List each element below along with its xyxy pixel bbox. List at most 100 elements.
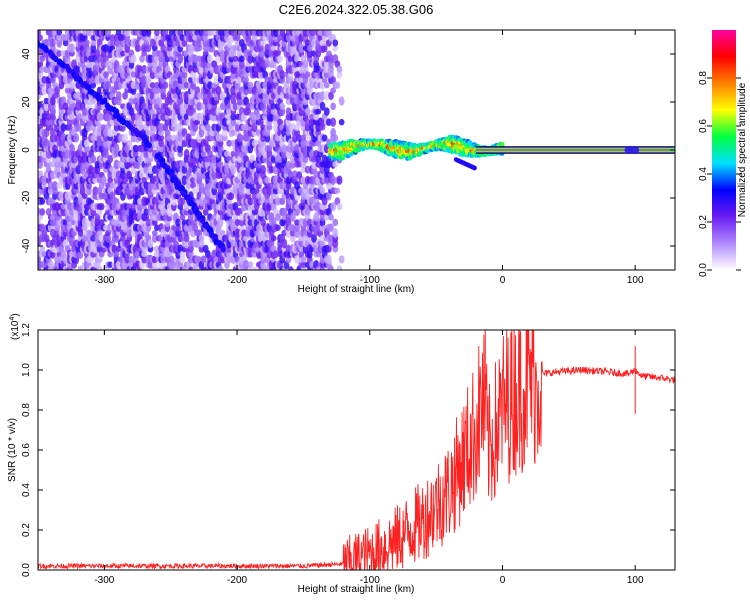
colorbar-tick-label: 0.8 [698, 71, 709, 85]
heatmap-cell [73, 133, 80, 143]
heatmap-cell [126, 139, 133, 147]
heatmap-cell [60, 203, 67, 210]
echo-cell [499, 141, 505, 147]
heatmap-cell [113, 251, 120, 258]
heatmap-cell [71, 150, 77, 157]
carrier-blip [631, 146, 640, 154]
heatmap-cell [49, 38, 56, 48]
heatmap-cell [145, 129, 152, 136]
heatmap-cell [64, 149, 71, 159]
heatmap-cell [96, 134, 103, 142]
heatmap-cell [39, 66, 46, 73]
heatmap-cell [109, 34, 116, 42]
colorbar-tick-label: 0.4 [698, 167, 709, 181]
heatmap-cell [107, 128, 114, 138]
heatmap-cell [52, 192, 58, 200]
heatmap-cell [145, 30, 152, 37]
heatmap-cell [162, 81, 169, 89]
heatmap-cell [107, 261, 114, 268]
heatmap-cell [328, 213, 334, 221]
heatmap-cell [56, 30, 63, 36]
y-tick-label: 0.2 [21, 523, 32, 537]
heatmap-cell [120, 50, 126, 57]
y-tick-label: 40 [21, 48, 32, 60]
heatmap-cell [330, 117, 337, 127]
carrier-band [475, 149, 675, 151]
heatmap-cell [105, 30, 111, 38]
heatmap-cell [96, 224, 103, 232]
heatmap-cell [90, 134, 97, 142]
heatmap-cell [69, 80, 75, 90]
heatmap-cell [279, 102, 286, 110]
colorbar-tick-label: 0.2 [698, 215, 709, 229]
heatmap-cell [41, 85, 48, 95]
heatmap-cell [54, 86, 60, 95]
heatmap-cell [47, 260, 54, 269]
heatmap-cell [120, 34, 126, 42]
heatmap-cell [107, 154, 114, 164]
heatmap-cell [69, 214, 75, 221]
heatmap-cell [60, 123, 67, 132]
heatmap-y-axis-label: Frequency (Hz) [7, 116, 18, 185]
heatmap-cell [124, 255, 131, 264]
y-tick-label: 0.8 [21, 403, 32, 417]
colorbar-tick-label: 0.6 [698, 119, 709, 133]
heatmap-x-axis-label: Height of straight line (km) [298, 284, 415, 295]
heatmap-cell [145, 218, 152, 227]
heatmap-cell [302, 60, 309, 69]
chart-title: C2E6.2024.322.05.38.G06 [279, 2, 434, 17]
heatmap-cell [128, 255, 135, 264]
heatmap-cell [49, 161, 56, 168]
x-tick-label: 0 [500, 575, 506, 586]
y-tick-label: -40 [21, 238, 32, 253]
heatmap-cell [56, 38, 63, 48]
snr-x-axis-label: Height of straight line (km) [298, 584, 415, 595]
heatmap-cell [326, 254, 332, 265]
heatmap-cell [134, 39, 141, 47]
heatmap-cell [100, 175, 107, 186]
heatmap-cell [338, 96, 345, 106]
heatmap-cell [109, 39, 116, 47]
heatmap-cell [332, 39, 339, 47]
heatmap-cell [130, 112, 137, 121]
heatmap-cell [49, 198, 56, 205]
heatmap-cell [141, 75, 148, 85]
snr-scale-factor: (x104) [9, 313, 21, 340]
heatmap-cell [300, 256, 307, 263]
heatmap-cell [38, 34, 44, 42]
heatmap-cell [88, 60, 94, 68]
heatmap-cell [332, 228, 339, 238]
heatmap-cell [124, 30, 131, 37]
heatmap-cell [247, 261, 254, 269]
heatmap-cell [338, 118, 345, 126]
heatmap-cell [39, 208, 46, 216]
heatmap-cell [141, 251, 148, 258]
heatmap-cell [238, 55, 245, 63]
heatmap-cell [81, 106, 88, 117]
heatmap-cell [81, 30, 88, 36]
heatmap-cell [96, 265, 103, 270]
heatmap-cell [103, 71, 109, 79]
heatmap-cell [113, 143, 120, 154]
snr-y-axis-label: SNR (10 * v/v) [7, 418, 18, 482]
y-tick-label: 0.4 [21, 483, 32, 497]
heatmap-cell [130, 54, 137, 64]
heatmap-cell [77, 265, 84, 270]
x-tick-label: -300 [94, 275, 114, 286]
heatmap-cell [105, 233, 111, 243]
heatmap-cell [137, 197, 143, 205]
svg-text:(x104): (x104) [9, 313, 21, 340]
heatmap-cell [43, 101, 50, 112]
heatmap-cell [49, 76, 56, 84]
heatmap-cell [111, 219, 118, 226]
heatmap-cell [45, 208, 52, 216]
heatmap-cell [139, 54, 145, 63]
x-tick-label: 100 [627, 575, 644, 586]
heatmap-cell [88, 165, 94, 175]
heatmap-cell [315, 108, 322, 115]
x-tick-label: -300 [94, 575, 114, 586]
heatmap-cell [130, 81, 137, 90]
heatmap-cell [323, 81, 330, 89]
heatmap-cell [323, 107, 330, 116]
heatmap-cell [86, 30, 92, 37]
